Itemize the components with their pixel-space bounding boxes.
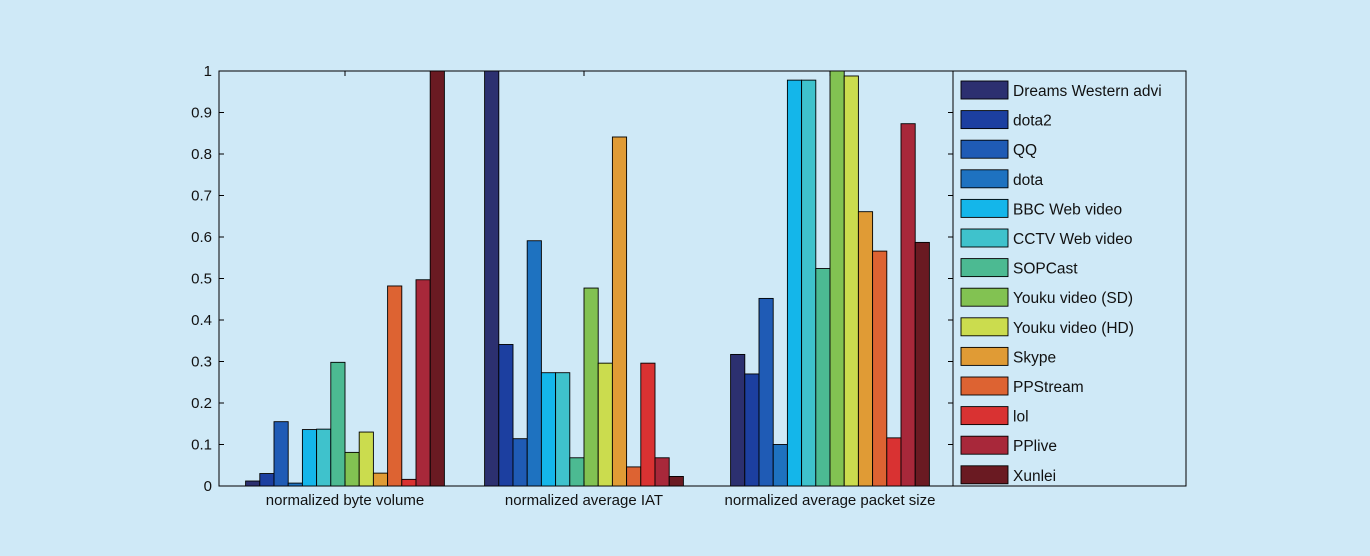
bar: [597, 362, 613, 487]
bar: [772, 444, 788, 487]
bar: [872, 250, 888, 487]
bar: [569, 457, 585, 487]
bar: [245, 480, 261, 487]
legend-swatch: [960, 435, 1009, 455]
legend-label: Dreams Western advi: [1013, 83, 1162, 100]
bar: [498, 344, 514, 487]
legend-label: Skype: [1013, 349, 1056, 366]
y-tick-label: 0.1: [191, 437, 212, 454]
bar: [801, 79, 817, 487]
legend-swatch: [960, 198, 1009, 218]
legend-label: QQ: [1013, 142, 1037, 159]
legend-swatch: [960, 110, 1009, 130]
legend-label: lol: [1013, 409, 1029, 426]
legend-label: SOPCast: [1013, 261, 1078, 278]
legend-swatch: [960, 465, 1009, 485]
bar: [387, 285, 403, 487]
bar: [900, 123, 916, 487]
bar: [540, 372, 557, 487]
bar: [626, 466, 642, 487]
legend-swatch: [960, 346, 1009, 366]
bar: [415, 279, 431, 487]
bar: [401, 478, 417, 487]
bars-layer: [245, 70, 930, 487]
legend-swatch: [960, 287, 1009, 307]
bar: [886, 437, 902, 487]
bar: [358, 431, 374, 487]
bar: [301, 429, 318, 487]
y-tick-label: 0.5: [191, 271, 212, 288]
bar: [526, 240, 542, 487]
axes-layer: 0 0.1 0.2 0.3 0.4 0.5 0.6 0.7 0.8 0.9 1 normalized …: [191, 63, 953, 509]
bar: [273, 421, 289, 487]
x-category-label: normalized byte volume: [266, 492, 424, 509]
bar: [914, 241, 930, 487]
bar: [829, 70, 845, 487]
legend-swatch: [960, 406, 1009, 426]
bar: [744, 373, 760, 487]
bar: [316, 428, 332, 487]
bar: [730, 353, 746, 487]
legend-label: BBC Web video: [1013, 201, 1122, 218]
bar: [640, 362, 656, 487]
legend: Dreams Western advi dota2 QQ dota BBC Web vi…: [952, 70, 1187, 487]
bar: [786, 79, 803, 487]
legend-label: Youku video (HD): [1013, 320, 1134, 337]
legend-swatch: [960, 80, 1009, 100]
bar: [259, 473, 275, 487]
legend-label: Xunlei: [1013, 468, 1056, 485]
legend-swatch: [960, 376, 1009, 396]
bar: [668, 476, 684, 487]
legend-swatch: [960, 317, 1009, 337]
bar: [330, 361, 346, 487]
bar: [654, 457, 670, 487]
bar: [758, 297, 774, 487]
legend-label: Youku video (SD): [1013, 290, 1133, 307]
bar: [512, 438, 528, 487]
legend-label: dota2: [1013, 113, 1052, 130]
y-tick-label: 0.3: [191, 354, 212, 371]
bar: [372, 472, 389, 487]
bar: [484, 70, 500, 487]
legend-swatch: [960, 258, 1009, 278]
legend-label: PPStream: [1013, 379, 1084, 396]
bar: [611, 136, 628, 487]
y-tick-label: 1: [204, 63, 212, 80]
y-tick-label: 0.9: [191, 105, 212, 122]
legend-swatch: [960, 169, 1009, 189]
y-tick-label: 0.2: [191, 395, 212, 412]
legend-swatch: [960, 139, 1009, 159]
bar: [429, 70, 445, 487]
bar: [857, 211, 874, 487]
bar: [555, 372, 571, 487]
y-tick-label: 0.6: [191, 229, 212, 246]
y-tick-label: 0: [204, 478, 212, 495]
legend-label: dota: [1013, 172, 1044, 189]
y-tick-label: 0.8: [191, 146, 212, 163]
x-category-label: normalized average IAT: [505, 492, 663, 509]
bar: [843, 75, 859, 487]
y-tick-label: 0.7: [191, 188, 212, 205]
legend-swatch: [960, 228, 1009, 248]
bar: [344, 451, 360, 487]
y-tick-label: 0.4: [191, 312, 212, 329]
x-category-label: normalized average packet size: [725, 492, 936, 509]
bar: [287, 482, 303, 487]
legend-label: CCTV Web video: [1013, 231, 1132, 248]
bar: [815, 268, 831, 487]
legend-label: PPlive: [1013, 438, 1057, 455]
bar: [583, 287, 599, 487]
